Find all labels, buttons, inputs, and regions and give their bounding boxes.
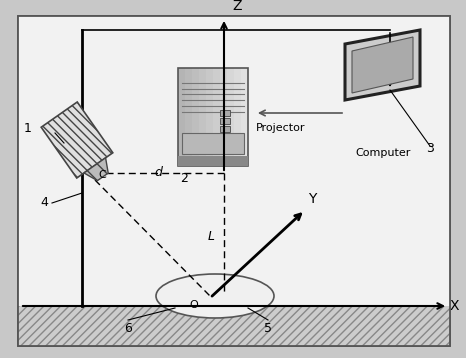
Bar [241, 68, 248, 166]
Ellipse shape [156, 274, 274, 318]
Text: Computer: Computer [355, 148, 411, 158]
Text: 3: 3 [426, 141, 434, 155]
Text: Projector: Projector [256, 123, 306, 133]
Bar [18, 16, 450, 306]
Text: 5: 5 [264, 321, 272, 334]
Bar [213, 68, 220, 166]
Bar [227, 68, 234, 166]
Bar [185, 68, 192, 166]
Polygon shape [352, 37, 413, 93]
Bar [220, 68, 227, 166]
Bar [178, 68, 248, 166]
Polygon shape [84, 158, 108, 181]
Bar [199, 68, 206, 166]
Text: 2: 2 [180, 171, 188, 184]
Text: 6: 6 [124, 321, 132, 334]
Bar [182, 133, 244, 154]
Bar [206, 68, 213, 166]
Bar [178, 156, 248, 166]
Text: d: d [154, 166, 162, 179]
Text: C: C [98, 170, 106, 180]
Bar [234, 68, 241, 166]
Text: 1: 1 [24, 121, 32, 135]
Polygon shape [345, 30, 420, 100]
Bar [18, 306, 450, 346]
Text: X: X [450, 299, 459, 313]
Text: Z: Z [232, 0, 241, 13]
Bar [192, 68, 199, 166]
Bar [220, 126, 230, 132]
Text: 4: 4 [40, 197, 48, 209]
Text: L: L [208, 229, 215, 242]
Bar [178, 68, 185, 166]
Bar [220, 118, 230, 124]
Text: Y: Y [308, 192, 316, 206]
Polygon shape [41, 102, 113, 178]
Bar [220, 110, 230, 116]
Text: O: O [189, 300, 198, 310]
